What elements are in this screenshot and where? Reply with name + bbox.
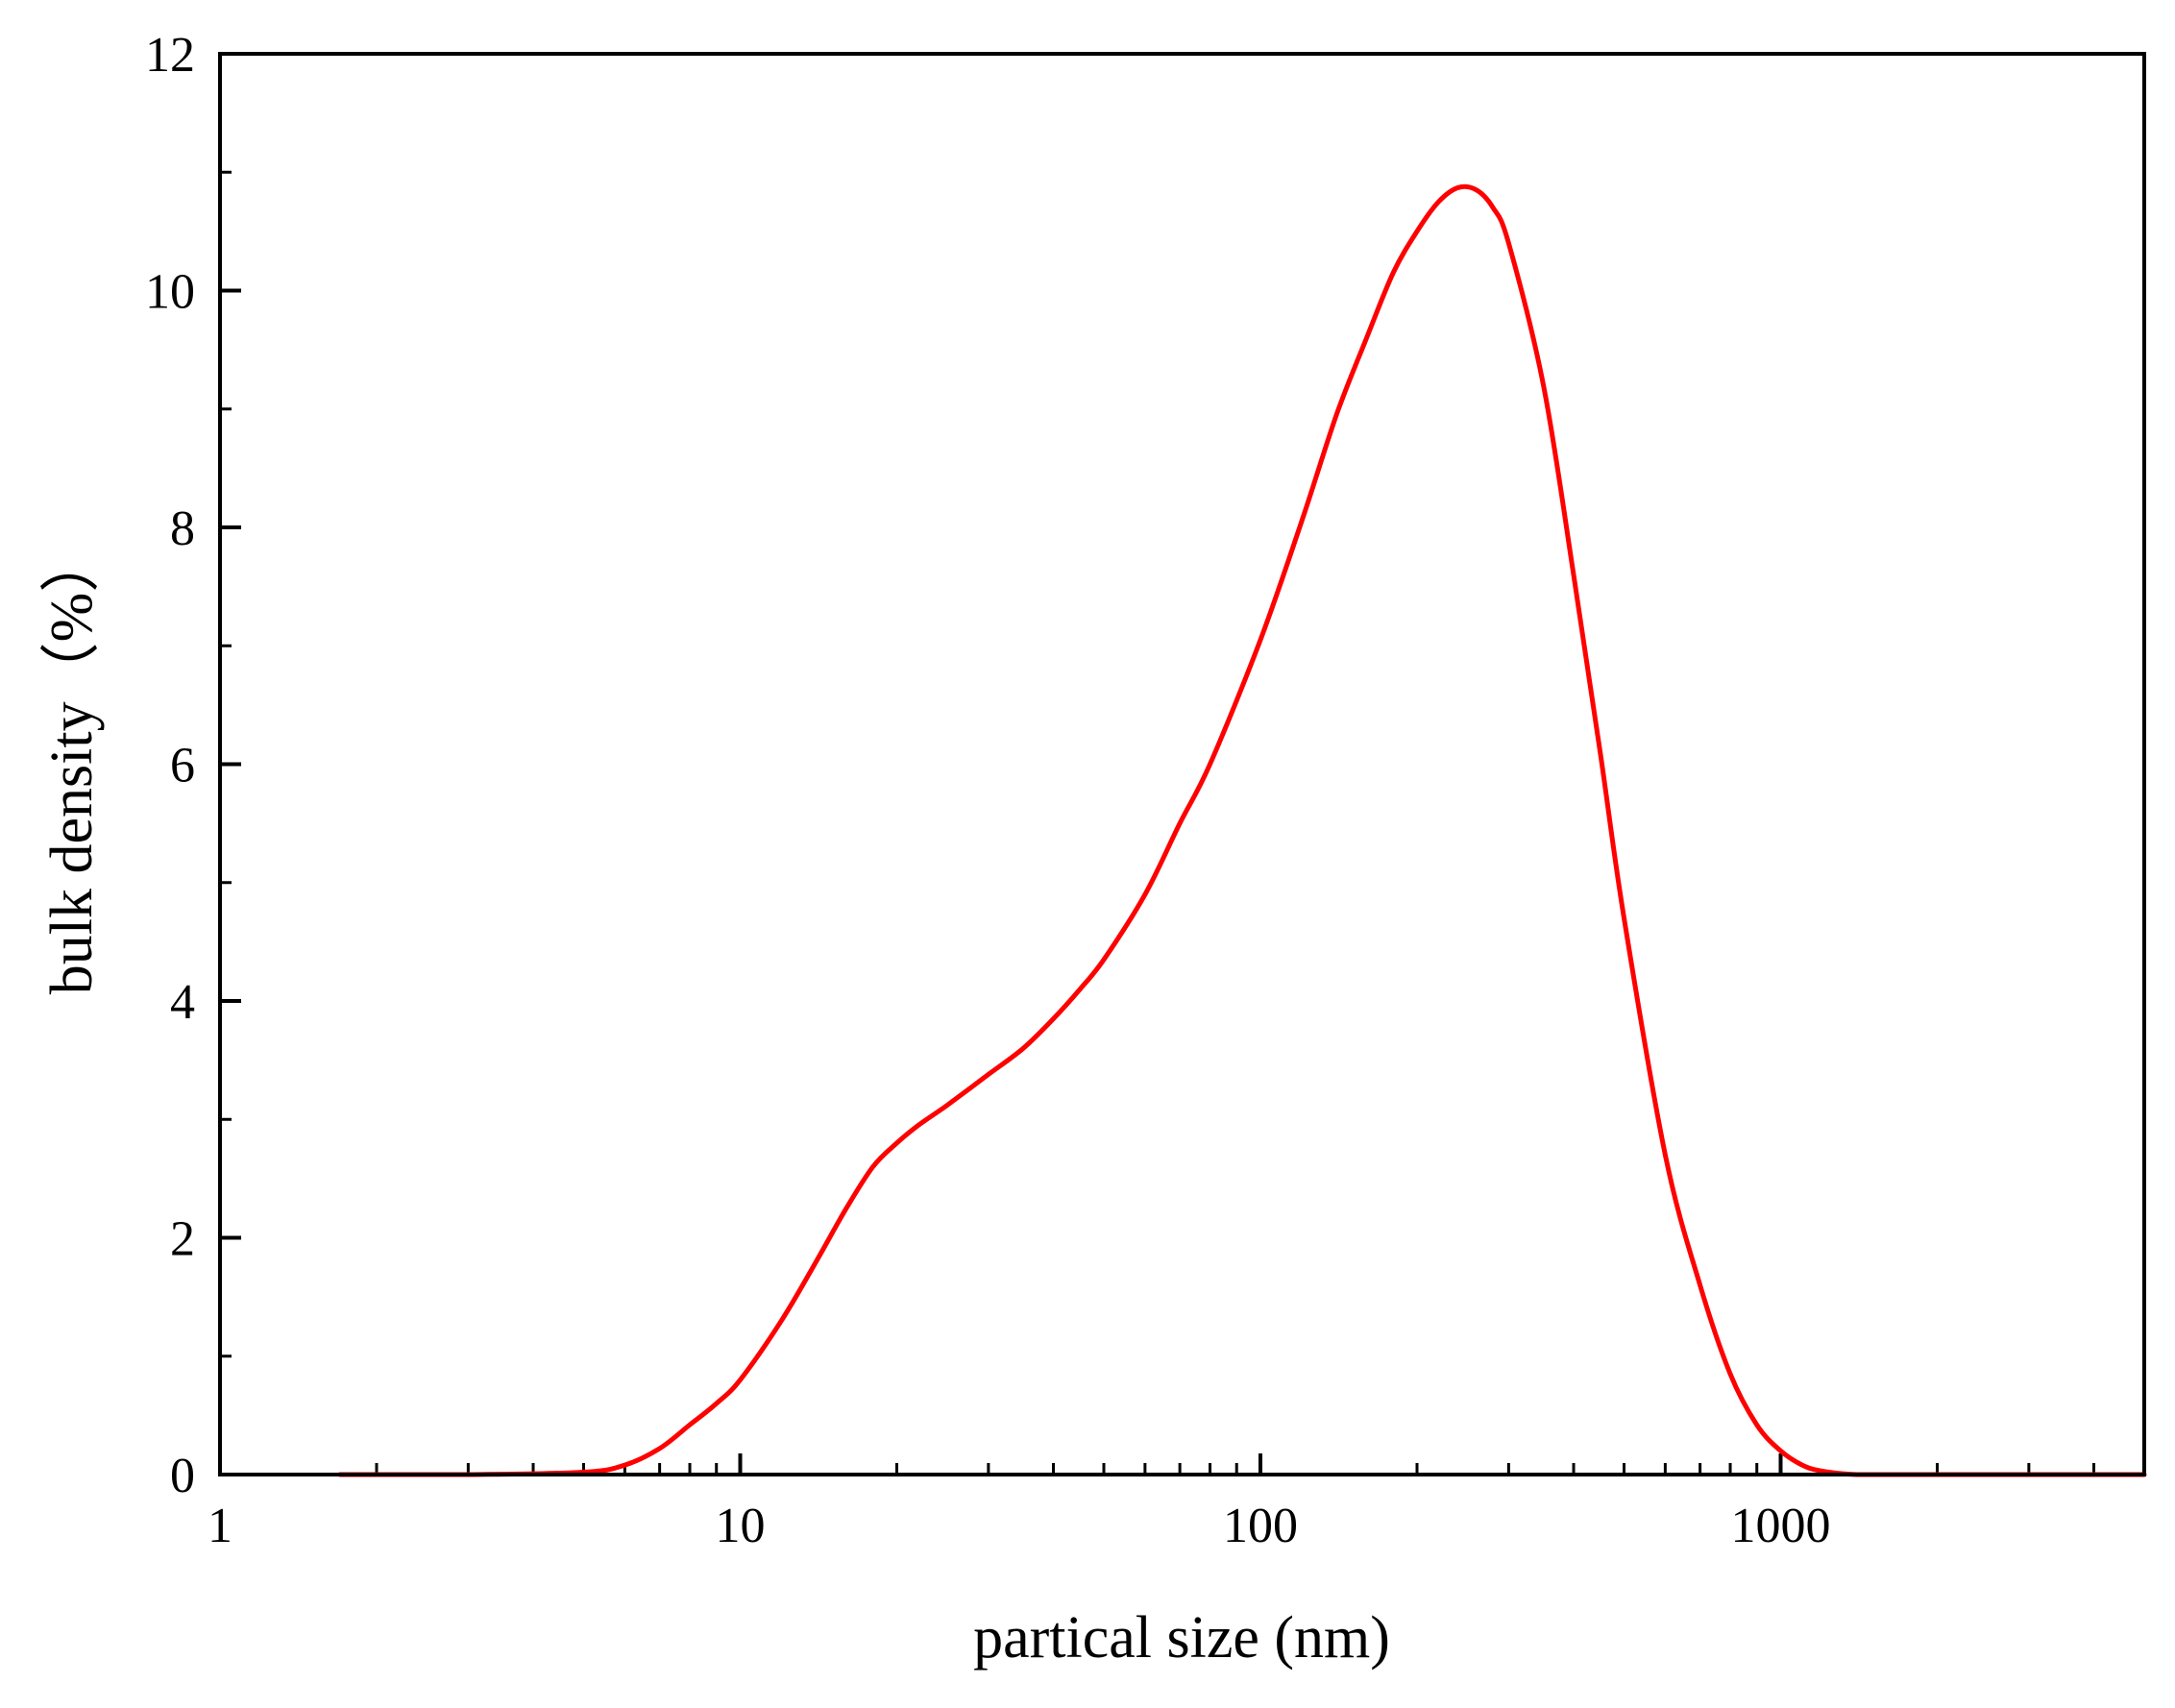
series-line — [337, 183, 2147, 1477]
y-tick-label: 8 — [170, 501, 195, 556]
y-tick-label: 0 — [170, 1449, 195, 1503]
plot-frame — [218, 52, 2146, 1476]
y-tick-label: 6 — [170, 739, 195, 793]
y-tick-label: 10 — [145, 265, 195, 320]
y-tick-label: 4 — [170, 975, 195, 1030]
x-tick-label: 10 — [716, 1499, 766, 1553]
x-tick-label: 1000 — [1731, 1499, 1831, 1553]
x-tick-label: 100 — [1223, 1499, 1298, 1553]
y-tick-label: 2 — [170, 1212, 195, 1267]
x-axis-title: partical size (nm) — [973, 1605, 1390, 1671]
minor-ticks — [220, 170, 2096, 1475]
tick-labels: 1 10 100 1000 0 2 4 6 8 10 12 — [145, 28, 1831, 1553]
series-layer — [337, 183, 2147, 1477]
y-axis-title: bulk density（%） — [39, 533, 105, 994]
y-tick-label: 12 — [145, 28, 195, 83]
major-ticks — [218, 52, 1783, 1476]
x-tick-label: 1 — [208, 1499, 232, 1553]
